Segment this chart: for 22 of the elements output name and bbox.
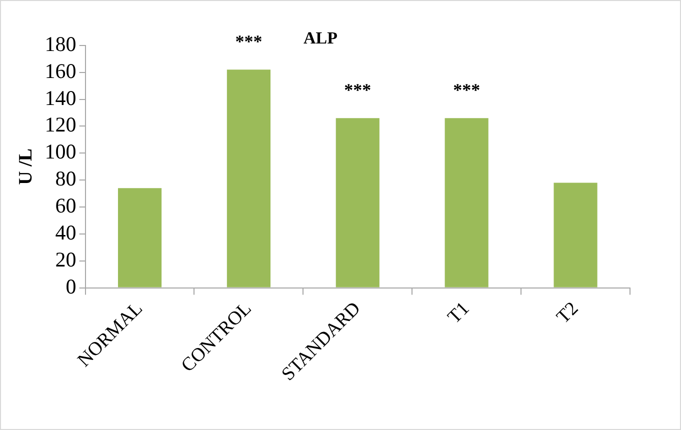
bar [118, 188, 162, 288]
y-tick-label: 60 [55, 194, 76, 218]
chart-title: ALP [304, 28, 338, 48]
x-tick-label: T1 [444, 298, 474, 328]
bar [554, 182, 598, 288]
y-tick-label: 80 [55, 166, 76, 191]
annotation: *** [235, 31, 262, 52]
bar [336, 118, 380, 288]
y-tick-label: 180 [44, 32, 76, 56]
y-tick-label: 160 [44, 58, 76, 83]
y-tick-label: 140 [44, 86, 76, 110]
y-axis-title: U /L [15, 148, 36, 185]
bar [226, 70, 270, 288]
x-tick-label: T2 [552, 298, 583, 328]
y-tick-label: 120 [44, 112, 76, 137]
bar [444, 118, 488, 288]
y-tick-label: 40 [55, 220, 76, 244]
annotation: *** [344, 80, 372, 100]
y-tick-label: 100 [44, 140, 76, 164]
annotation: *** [453, 80, 480, 100]
y-tick-label: 20 [55, 247, 76, 272]
y-tick-label: 0 [66, 274, 76, 298]
